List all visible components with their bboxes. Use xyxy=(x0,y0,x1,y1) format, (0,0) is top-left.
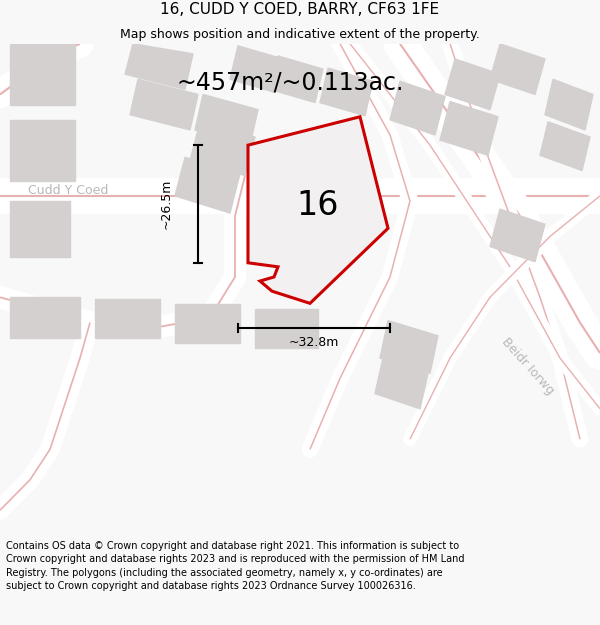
Polygon shape xyxy=(130,79,198,130)
Text: 16: 16 xyxy=(297,189,339,222)
Polygon shape xyxy=(445,59,500,109)
Text: ~26.5m: ~26.5m xyxy=(160,179,173,229)
Text: ~32.8m: ~32.8m xyxy=(289,336,339,349)
Polygon shape xyxy=(230,46,283,92)
Text: Map shows position and indicative extent of the property.: Map shows position and indicative extent… xyxy=(120,28,480,41)
Polygon shape xyxy=(440,101,498,155)
Polygon shape xyxy=(10,201,70,257)
Polygon shape xyxy=(375,358,428,409)
Polygon shape xyxy=(380,321,438,373)
Polygon shape xyxy=(255,309,318,348)
Polygon shape xyxy=(95,299,160,338)
Text: ~457m²/~0.113ac.: ~457m²/~0.113ac. xyxy=(176,70,404,94)
Polygon shape xyxy=(125,44,193,89)
Polygon shape xyxy=(195,94,258,145)
Polygon shape xyxy=(320,68,373,116)
Polygon shape xyxy=(540,122,590,171)
Text: 16, CUDD Y COED, BARRY, CF63 1FE: 16, CUDD Y COED, BARRY, CF63 1FE xyxy=(160,2,440,17)
Polygon shape xyxy=(10,44,75,104)
Polygon shape xyxy=(175,158,240,213)
Text: Beidr Iorwg: Beidr Iorwg xyxy=(499,335,557,397)
Text: Contains OS data © Crown copyright and database right 2021. This information is : Contains OS data © Crown copyright and d… xyxy=(6,541,464,591)
Polygon shape xyxy=(490,209,545,262)
Polygon shape xyxy=(270,56,323,102)
Polygon shape xyxy=(175,304,240,343)
Polygon shape xyxy=(390,81,445,135)
Polygon shape xyxy=(190,122,255,176)
Polygon shape xyxy=(10,120,75,181)
Polygon shape xyxy=(248,117,388,303)
Polygon shape xyxy=(490,44,545,94)
Text: Cudd Y Coed: Cudd Y Coed xyxy=(28,184,108,198)
Polygon shape xyxy=(10,298,80,338)
Polygon shape xyxy=(545,79,593,130)
